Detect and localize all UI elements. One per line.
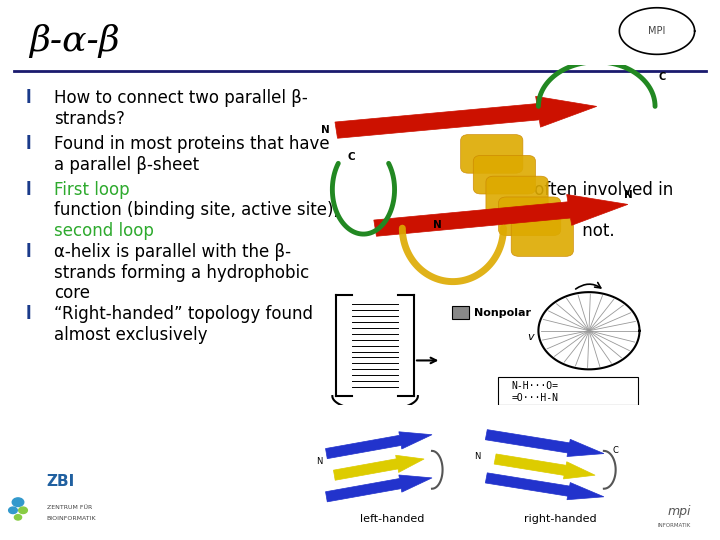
Text: ZBI: ZBI — [47, 474, 75, 489]
Text: How to connect two parallel β-: How to connect two parallel β- — [54, 89, 307, 107]
Text: N: N — [624, 191, 633, 200]
FancyBboxPatch shape — [498, 197, 561, 235]
Text: =O···H-N: =O···H-N — [511, 393, 558, 403]
Text: l: l — [25, 135, 31, 153]
FancyArrow shape — [333, 455, 424, 480]
FancyArrow shape — [325, 475, 432, 502]
Text: almost exclusively: almost exclusively — [54, 326, 207, 343]
Text: First loop: First loop — [54, 181, 130, 199]
Text: N: N — [474, 452, 481, 461]
Text: core: core — [54, 284, 90, 302]
Text: v: v — [527, 332, 534, 342]
Text: ZENTRUM FÜR: ZENTRUM FÜR — [47, 505, 92, 510]
Text: α-helix is parallel with the β-: α-helix is parallel with the β- — [54, 243, 291, 261]
Text: INFORMATIK: INFORMATIK — [658, 523, 691, 528]
Circle shape — [19, 507, 27, 514]
Text: l: l — [25, 181, 31, 199]
Circle shape — [14, 515, 22, 520]
FancyArrow shape — [494, 454, 595, 479]
Circle shape — [9, 507, 17, 514]
Text: C: C — [659, 72, 666, 82]
FancyBboxPatch shape — [473, 156, 536, 194]
Text: “Right-handed” topology found: “Right-handed” topology found — [54, 305, 313, 323]
FancyArrow shape — [325, 432, 432, 458]
Text: l: l — [25, 89, 31, 107]
Text: l: l — [25, 243, 31, 261]
FancyArrow shape — [485, 430, 604, 456]
Text: Nonpolar: Nonpolar — [474, 308, 531, 318]
FancyBboxPatch shape — [452, 306, 469, 320]
Text: left-handed: left-handed — [360, 514, 425, 524]
FancyBboxPatch shape — [461, 134, 523, 173]
Text: BIOINFORMATIK: BIOINFORMATIK — [47, 516, 96, 521]
Text: Found in most proteins that have: Found in most proteins that have — [54, 135, 330, 153]
Text: not.: not. — [577, 222, 614, 240]
Text: N-H···O=: N-H···O= — [511, 381, 558, 391]
FancyArrow shape — [335, 96, 597, 138]
FancyBboxPatch shape — [486, 176, 548, 215]
FancyArrow shape — [485, 473, 604, 500]
Text: strands forming a hydrophobic: strands forming a hydrophobic — [54, 264, 310, 281]
Text: strands?: strands? — [54, 110, 125, 127]
Text: β-α-β: β-α-β — [29, 24, 120, 58]
Text: right-handed: right-handed — [524, 514, 596, 524]
Text: often involved in: often involved in — [529, 181, 673, 199]
Text: MPI: MPI — [648, 26, 666, 36]
Text: C: C — [348, 152, 356, 162]
Text: second loop: second loop — [54, 222, 154, 240]
Text: C: C — [613, 447, 618, 455]
Text: mpi: mpi — [667, 505, 691, 518]
Text: N: N — [433, 220, 442, 230]
Text: l: l — [25, 305, 31, 323]
FancyBboxPatch shape — [511, 218, 573, 256]
Text: a parallel β-sheet: a parallel β-sheet — [54, 156, 199, 173]
Text: N: N — [316, 457, 323, 466]
Text: function (binding site, active site),: function (binding site, active site), — [54, 201, 339, 219]
Text: N: N — [320, 125, 330, 135]
Circle shape — [12, 498, 24, 507]
FancyArrow shape — [374, 194, 628, 237]
